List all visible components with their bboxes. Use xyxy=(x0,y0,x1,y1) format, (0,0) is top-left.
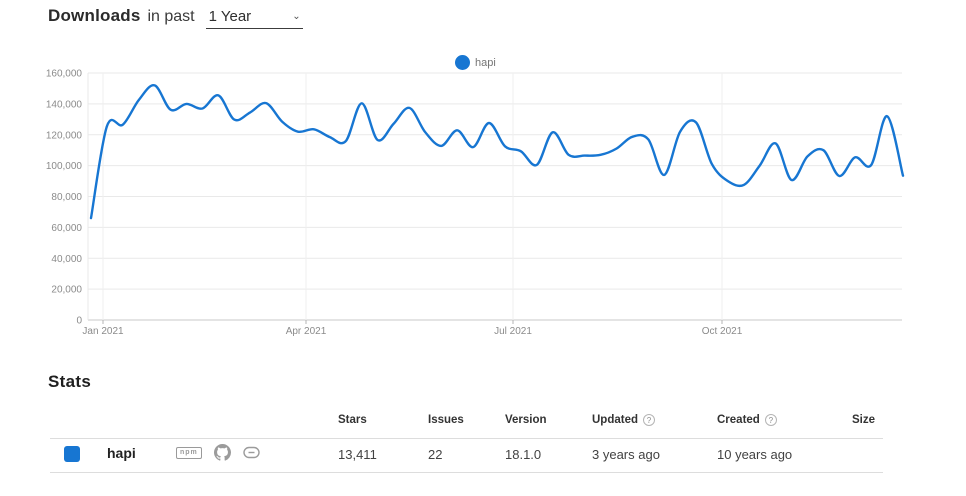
column-header-label: Version xyxy=(505,414,547,426)
column-header-label: Updated xyxy=(592,414,638,426)
npm-icon[interactable]: npm xyxy=(176,446,202,459)
svg-text:Oct 2021: Oct 2021 xyxy=(702,326,743,337)
package-name-link[interactable]: hapi xyxy=(107,445,136,461)
created-value: 10 years ago xyxy=(717,447,793,462)
svg-text:80,000: 80,000 xyxy=(51,192,82,203)
column-header-label: Stars xyxy=(338,414,367,426)
downloads-title: Downloads xyxy=(48,6,141,25)
svg-text:Apr 2021: Apr 2021 xyxy=(286,326,327,337)
svg-text:100,000: 100,000 xyxy=(46,161,83,172)
help-icon[interactable]: ? xyxy=(764,414,777,426)
github-icon[interactable] xyxy=(213,444,231,461)
table-rule-top xyxy=(50,438,883,439)
chart-legend: hapi xyxy=(455,55,496,70)
legend-label: hapi xyxy=(475,56,496,69)
svg-text:40,000: 40,000 xyxy=(51,254,82,265)
column-header-label: Created xyxy=(717,414,760,426)
column-header-label: Size xyxy=(852,414,876,426)
period-select-value: 1 Year xyxy=(208,8,252,25)
issues-value: 22 xyxy=(428,447,443,462)
version-value: 18.1.0 xyxy=(505,447,542,462)
stars-value: 13,411 xyxy=(338,447,377,462)
help-icon[interactable]: ? xyxy=(643,414,655,426)
column-header-label: Issues xyxy=(428,414,464,426)
svg-text:Jul 2021: Jul 2021 xyxy=(494,326,532,337)
column-header-stars: Stars xyxy=(338,414,367,426)
website-link-icon[interactable] xyxy=(243,446,260,459)
updated-value: 3 years ago xyxy=(592,447,660,462)
svg-text:0: 0 xyxy=(76,316,82,327)
chevron-down-icon: ⌄ xyxy=(292,11,301,22)
column-header-version: Version xyxy=(505,414,547,426)
series-line-hapi xyxy=(89,84,905,220)
chart-axis-labels: 0 20,000 40,000 60,000 80,000 100,000 120,000 1… xyxy=(46,69,743,338)
svg-text:Jan 2021: Jan 2021 xyxy=(82,326,124,337)
svg-text:60,000: 60,000 xyxy=(51,223,82,234)
downloads-header: Downloads in past 1 Year ⌄ xyxy=(48,6,303,29)
svg-text:20,000: 20,000 xyxy=(51,285,82,296)
legend-dot xyxy=(455,55,470,70)
column-header-issues: Issues xyxy=(428,414,464,426)
table-rule-bottom xyxy=(50,472,883,473)
column-header-size: Size xyxy=(852,414,875,426)
chart-gridlines xyxy=(87,72,902,324)
downloads-chart[interactable]: 0 20,000 40,000 60,000 80,000 100,000 120,000 1… xyxy=(0,40,966,350)
column-header-created: Created? xyxy=(717,414,777,426)
svg-text:140,000: 140,000 xyxy=(46,99,83,110)
package-links: npm xyxy=(176,444,260,461)
svg-text:120,000: 120,000 xyxy=(46,130,83,141)
period-select[interactable]: 1 Year ⌄ xyxy=(205,8,303,29)
package-color-swatch xyxy=(64,446,80,462)
downloads-title-suffix: in past xyxy=(147,8,195,25)
stats-heading: Stats xyxy=(48,372,92,391)
column-header-updated: Updated? xyxy=(592,414,655,426)
svg-text:160,000: 160,000 xyxy=(46,69,83,80)
